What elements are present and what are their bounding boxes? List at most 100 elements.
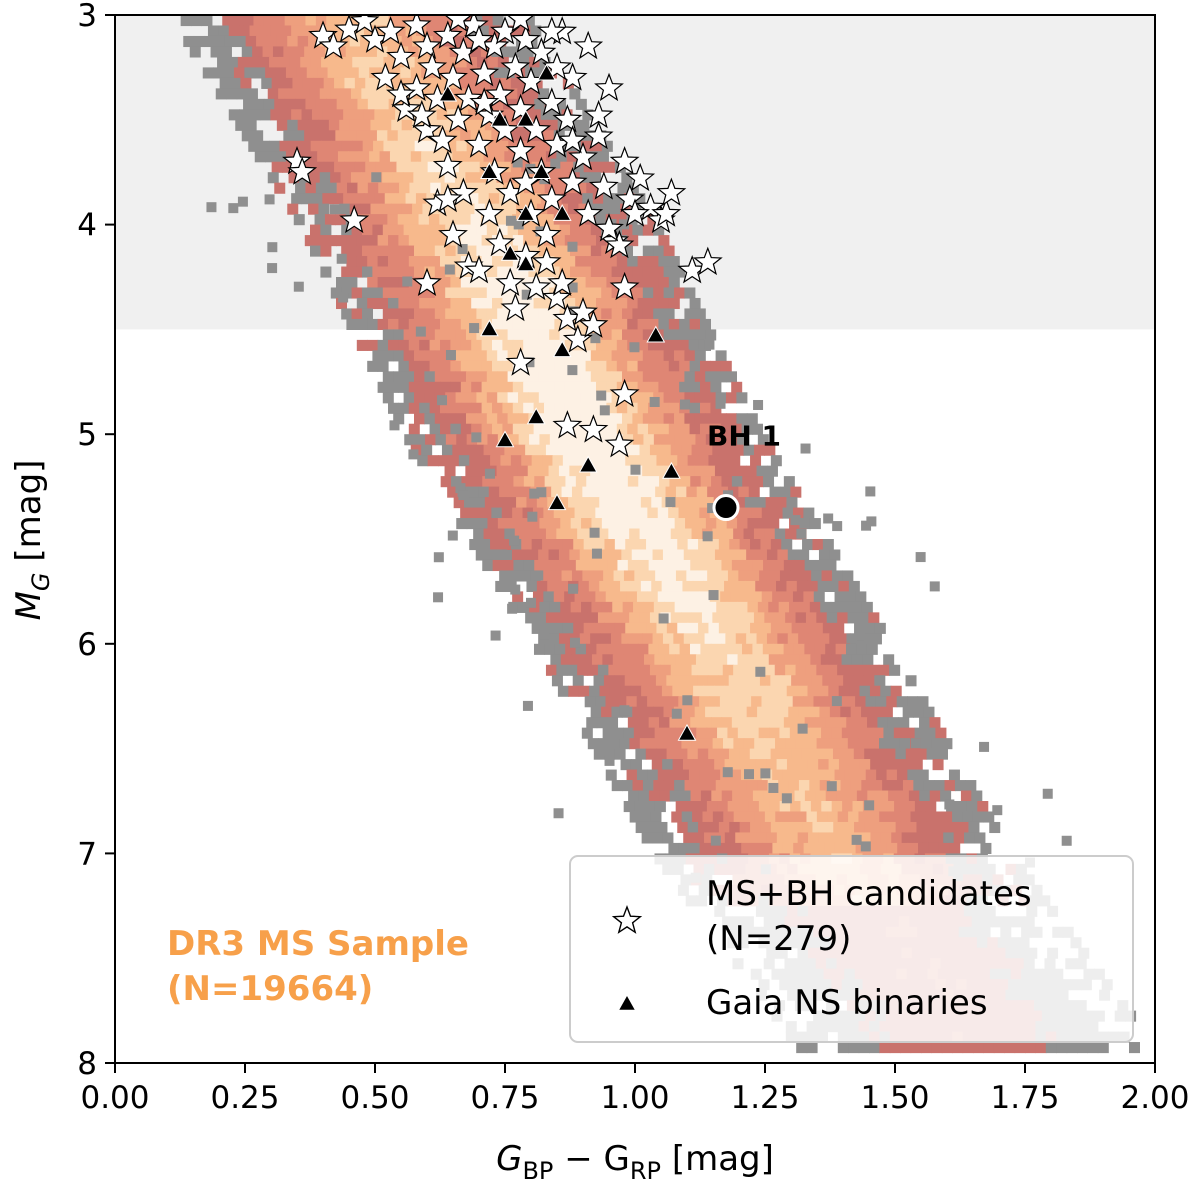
density-cell xyxy=(392,172,404,184)
density-cell xyxy=(450,381,462,393)
density-cell xyxy=(356,339,368,351)
density-cell xyxy=(189,46,201,58)
density-cell xyxy=(440,98,452,110)
density-cell xyxy=(330,88,342,100)
density-cell xyxy=(854,821,866,834)
density-cell xyxy=(695,518,707,530)
density-cell xyxy=(952,1042,964,1054)
density-cell xyxy=(564,381,576,393)
density-cell xyxy=(414,392,425,404)
density-cell xyxy=(806,811,818,823)
density-cell xyxy=(776,832,788,844)
density-cell xyxy=(669,790,681,802)
density-cell xyxy=(597,444,609,456)
density-cell xyxy=(283,130,295,142)
density-cell xyxy=(466,371,477,383)
density-cell xyxy=(791,748,803,760)
density-cell xyxy=(845,842,857,854)
density-cell xyxy=(227,56,239,68)
density-cell xyxy=(662,549,674,561)
ms-bh-candidate-point xyxy=(500,292,531,322)
density-cell xyxy=(638,790,650,802)
density-cell xyxy=(398,318,410,330)
density-cell xyxy=(535,612,547,624)
density-cell xyxy=(414,350,425,362)
density-cell xyxy=(424,392,436,404)
density-cell xyxy=(585,360,597,372)
density-cell xyxy=(643,434,655,446)
density-outlier xyxy=(682,695,693,706)
density-cell xyxy=(725,633,737,645)
density-cell xyxy=(698,455,710,467)
density-cell xyxy=(726,601,738,613)
density-cell xyxy=(614,675,626,687)
density-cell xyxy=(703,580,715,592)
density-cell xyxy=(821,727,833,739)
density-cell xyxy=(429,402,441,414)
density-cell xyxy=(434,224,446,236)
density-cell xyxy=(388,277,399,289)
density-cell xyxy=(440,277,451,289)
density-cell xyxy=(778,601,790,613)
density-cell xyxy=(538,266,550,278)
density-outlier xyxy=(455,483,466,494)
density-cell xyxy=(543,591,555,603)
density-cell xyxy=(332,193,344,205)
density-cell xyxy=(492,559,504,572)
density-cell xyxy=(372,266,384,278)
density-cell xyxy=(639,528,651,540)
density-cell xyxy=(907,769,919,781)
density-outlier xyxy=(979,741,990,752)
density-cell xyxy=(639,444,651,456)
density-cell xyxy=(663,266,675,278)
density-cell xyxy=(666,622,678,634)
density-cell xyxy=(605,507,617,519)
density-cell xyxy=(726,371,737,383)
density-cell xyxy=(733,738,745,750)
density-cell xyxy=(900,1042,912,1054)
density-cell xyxy=(825,559,837,572)
density-cell xyxy=(1097,1042,1109,1054)
density-cell xyxy=(412,203,424,215)
density-outlier xyxy=(490,630,501,641)
density-cell xyxy=(500,539,512,551)
density-cell xyxy=(752,559,764,572)
density-cell xyxy=(620,685,632,697)
density-cell xyxy=(424,224,436,236)
density-cell xyxy=(440,15,452,27)
density-cell xyxy=(627,559,639,572)
density-cell xyxy=(632,350,644,362)
density-cell xyxy=(720,423,732,435)
density-cell xyxy=(690,559,702,572)
density-cell xyxy=(570,266,581,278)
density-cell xyxy=(802,539,814,551)
density-cell xyxy=(850,780,862,792)
density-cell xyxy=(711,790,723,802)
density-cell xyxy=(776,685,788,697)
density-cell xyxy=(295,98,307,110)
density-cell xyxy=(777,549,789,561)
density-outlier xyxy=(293,281,304,292)
density-cell xyxy=(549,413,561,425)
density-cell xyxy=(389,151,401,163)
density-cell xyxy=(678,769,690,781)
density-cell xyxy=(793,842,805,854)
density-cell xyxy=(710,381,722,393)
density-cell xyxy=(620,497,632,509)
legend: MS+BH candidates (N=279) Gaia NS binarie… xyxy=(569,855,1134,1043)
density-cell xyxy=(414,140,426,152)
density-cell xyxy=(655,486,667,498)
density-cell xyxy=(556,151,568,163)
density-cell xyxy=(836,790,848,802)
density-cell xyxy=(471,423,483,435)
density-cell xyxy=(575,423,587,435)
density-outlier xyxy=(854,630,865,641)
ms-bh-candidate-point xyxy=(474,198,505,227)
density-outlier xyxy=(505,215,516,226)
density-cell xyxy=(663,392,675,404)
density-cell xyxy=(929,790,941,802)
density-cell xyxy=(699,769,711,781)
density-cell xyxy=(1025,1042,1036,1054)
density-outlier xyxy=(471,432,482,443)
density-cell xyxy=(962,811,974,823)
